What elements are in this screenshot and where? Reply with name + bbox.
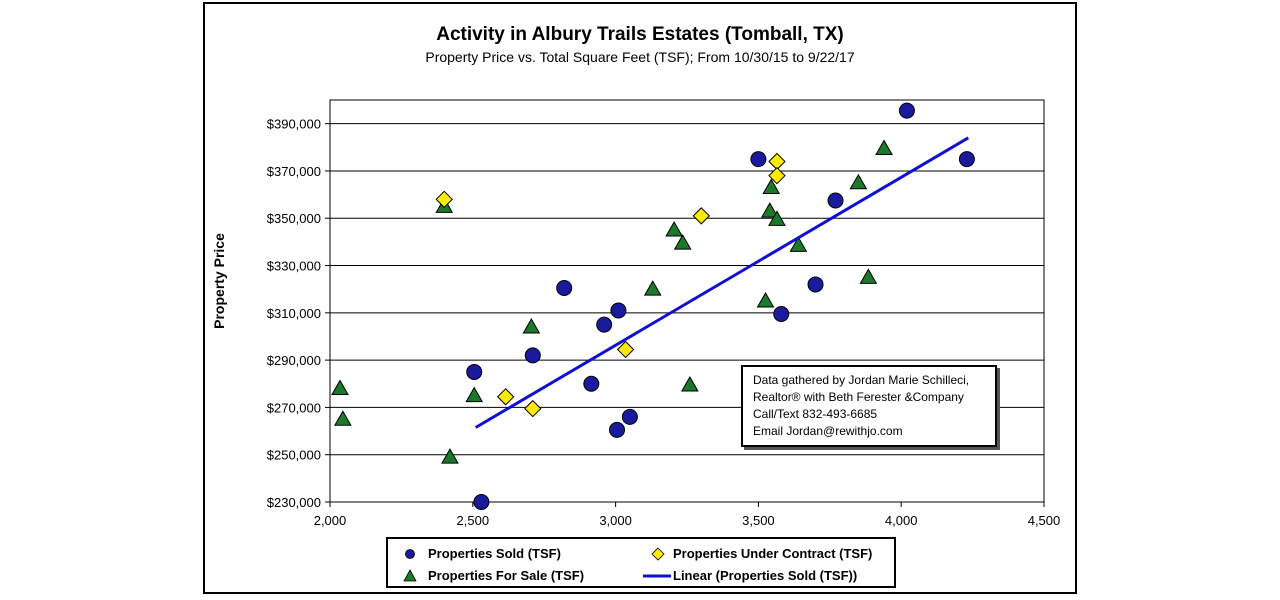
data-point-sold <box>750 151 767 168</box>
x-tick-label: 3,500 <box>742 513 775 528</box>
data-point-sold <box>609 421 626 438</box>
x-tick-label: 4,000 <box>885 513 918 528</box>
y-tick-label: $370,000 <box>267 164 321 179</box>
data-point-for-sale <box>760 202 779 218</box>
data-point-for-sale <box>762 178 781 194</box>
data-point-sold <box>466 363 483 380</box>
data-point-for-sale <box>331 379 349 395</box>
data-point-sold <box>827 192 844 209</box>
data-point-for-sale <box>665 221 684 237</box>
trendline <box>474 136 970 429</box>
y-tick-label: $310,000 <box>267 306 321 321</box>
y-axis-title: Property Price <box>211 233 227 329</box>
y-tick-label: $230,000 <box>267 495 321 510</box>
y-tick-label: $390,000 <box>267 117 321 132</box>
chart-subtitle: Property Price vs. Total Square Feet (TS… <box>425 49 855 65</box>
data-point-under-contract <box>435 190 453 209</box>
data-point-for-sale <box>643 280 662 296</box>
data-point-sold <box>610 302 627 319</box>
data-point-sold <box>556 279 573 296</box>
data-point-under-contract <box>524 399 542 418</box>
note-line: Data gathered by Jordan Marie Schilleci, <box>753 373 970 387</box>
data-point-for-sale <box>875 139 893 155</box>
data-point-for-sale <box>789 236 808 252</box>
x-tick-label: 2,000 <box>314 513 347 528</box>
data-point-sold <box>596 316 613 333</box>
data-point-for-sale <box>522 318 541 334</box>
triangle-marker-icon <box>403 569 417 582</box>
x-tick-label: 3,000 <box>599 513 632 528</box>
y-tick-label: $250,000 <box>267 448 321 463</box>
data-point-for-sale <box>756 291 775 308</box>
data-point-under-contract <box>496 388 515 406</box>
data-point-for-sale <box>441 448 459 464</box>
data-point-sold <box>898 102 915 119</box>
data-point-sold <box>958 151 975 168</box>
data-point-under-contract <box>768 166 786 185</box>
data-point-for-sale <box>859 268 878 284</box>
legend-label: Linear (Properties Sold (TSF)) <box>673 568 858 583</box>
data-point-for-sale <box>680 375 699 392</box>
y-tick-label: $350,000 <box>267 211 321 226</box>
x-tick-label: 4,500 <box>1028 513 1061 528</box>
legend-label: Properties Under Contract (TSF) <box>673 546 873 561</box>
circle-marker-icon <box>405 549 415 559</box>
data-point-sold <box>773 306 790 323</box>
data-point-for-sale <box>465 386 484 403</box>
x-tick-label: 2,500 <box>457 513 490 528</box>
data-point-under-contract <box>692 207 710 225</box>
data-point-for-sale <box>333 410 352 426</box>
note-line: Realtor® with Beth Ferester &Company <box>753 390 964 404</box>
note-line: Call/Text 832-493-6685 <box>753 407 878 421</box>
note-line: Email Jordan@rewithjo.com <box>753 424 903 438</box>
y-tick-label: $330,000 <box>267 259 321 274</box>
data-point-under-contract <box>616 340 635 359</box>
data-point-sold <box>621 408 638 425</box>
chart-title: Activity in Albury Trails Estates (Tomba… <box>436 24 844 45</box>
y-tick-label: $270,000 <box>267 400 321 415</box>
data-point-sold <box>807 276 824 293</box>
data-source-note: Data gathered by Jordan Marie Schilleci,… <box>741 365 997 447</box>
trendline-icon <box>643 574 671 578</box>
data-point-for-sale <box>768 210 786 226</box>
legend-label: Properties Sold (TSF) <box>428 546 561 561</box>
y-tick-label: $290,000 <box>267 353 321 368</box>
data-point-sold <box>473 494 490 510</box>
data-point-for-sale <box>849 173 868 190</box>
legend-label: Properties For Sale (TSF) <box>428 568 585 583</box>
chart-legend: Properties Sold (TSF) Properties Under C… <box>386 537 896 588</box>
diamond-marker-icon <box>651 547 665 561</box>
data-point-for-sale <box>673 234 692 250</box>
data-point-sold <box>524 347 541 364</box>
data-point-sold <box>583 375 600 392</box>
